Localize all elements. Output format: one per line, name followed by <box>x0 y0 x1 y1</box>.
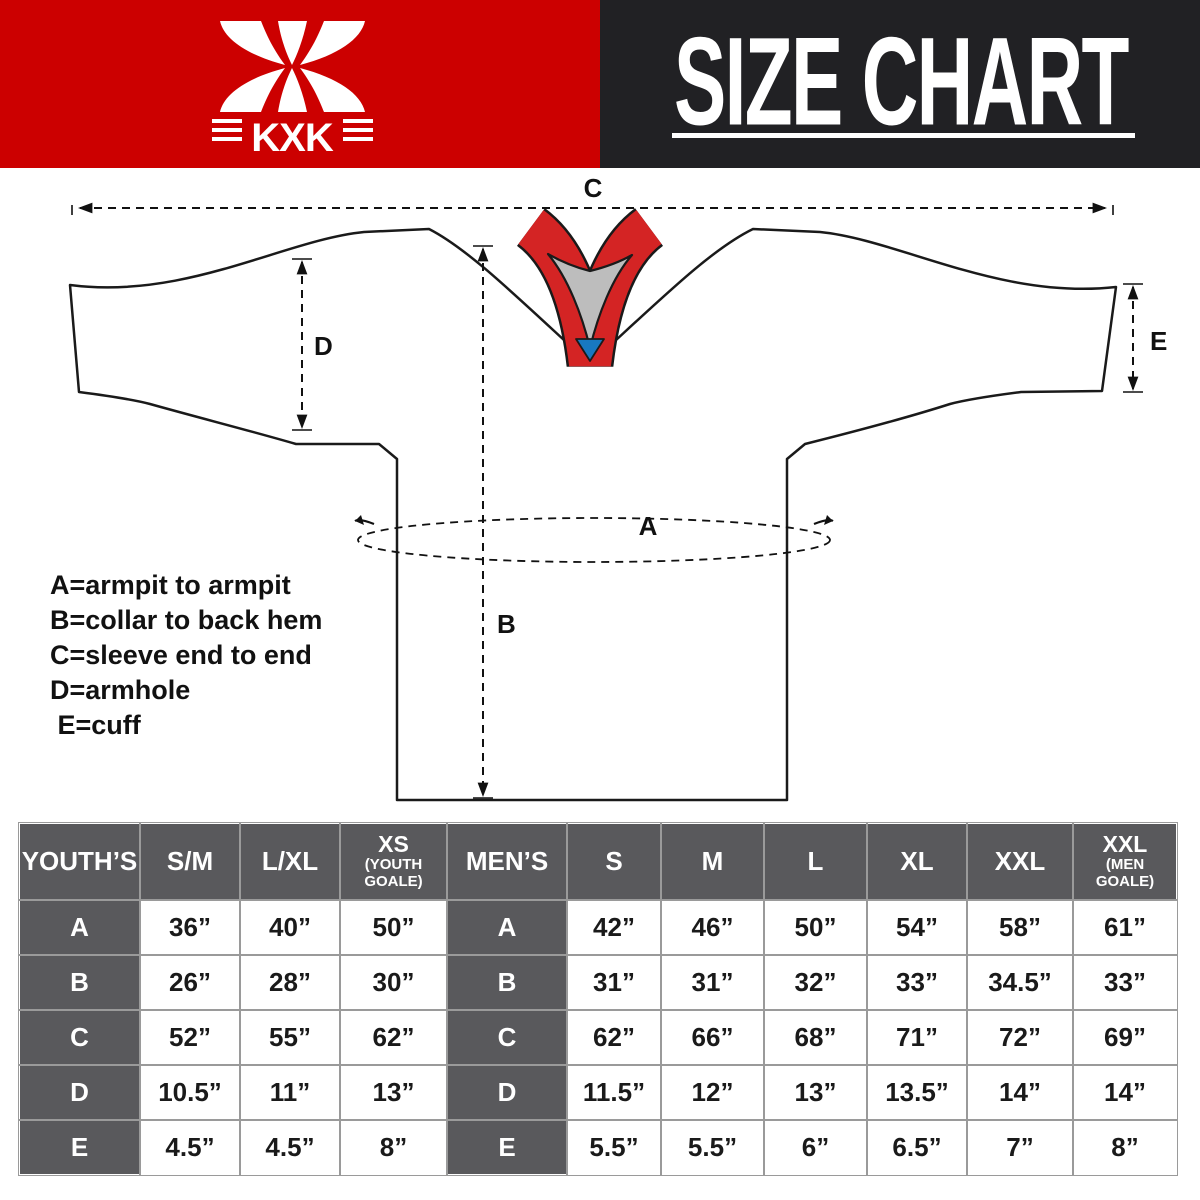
svg-text:A: A <box>639 511 658 541</box>
svg-text:D: D <box>314 331 333 361</box>
svg-text:E: E <box>1150 326 1167 356</box>
svg-text:C: C <box>584 173 603 203</box>
svg-text:B: B <box>497 609 516 639</box>
